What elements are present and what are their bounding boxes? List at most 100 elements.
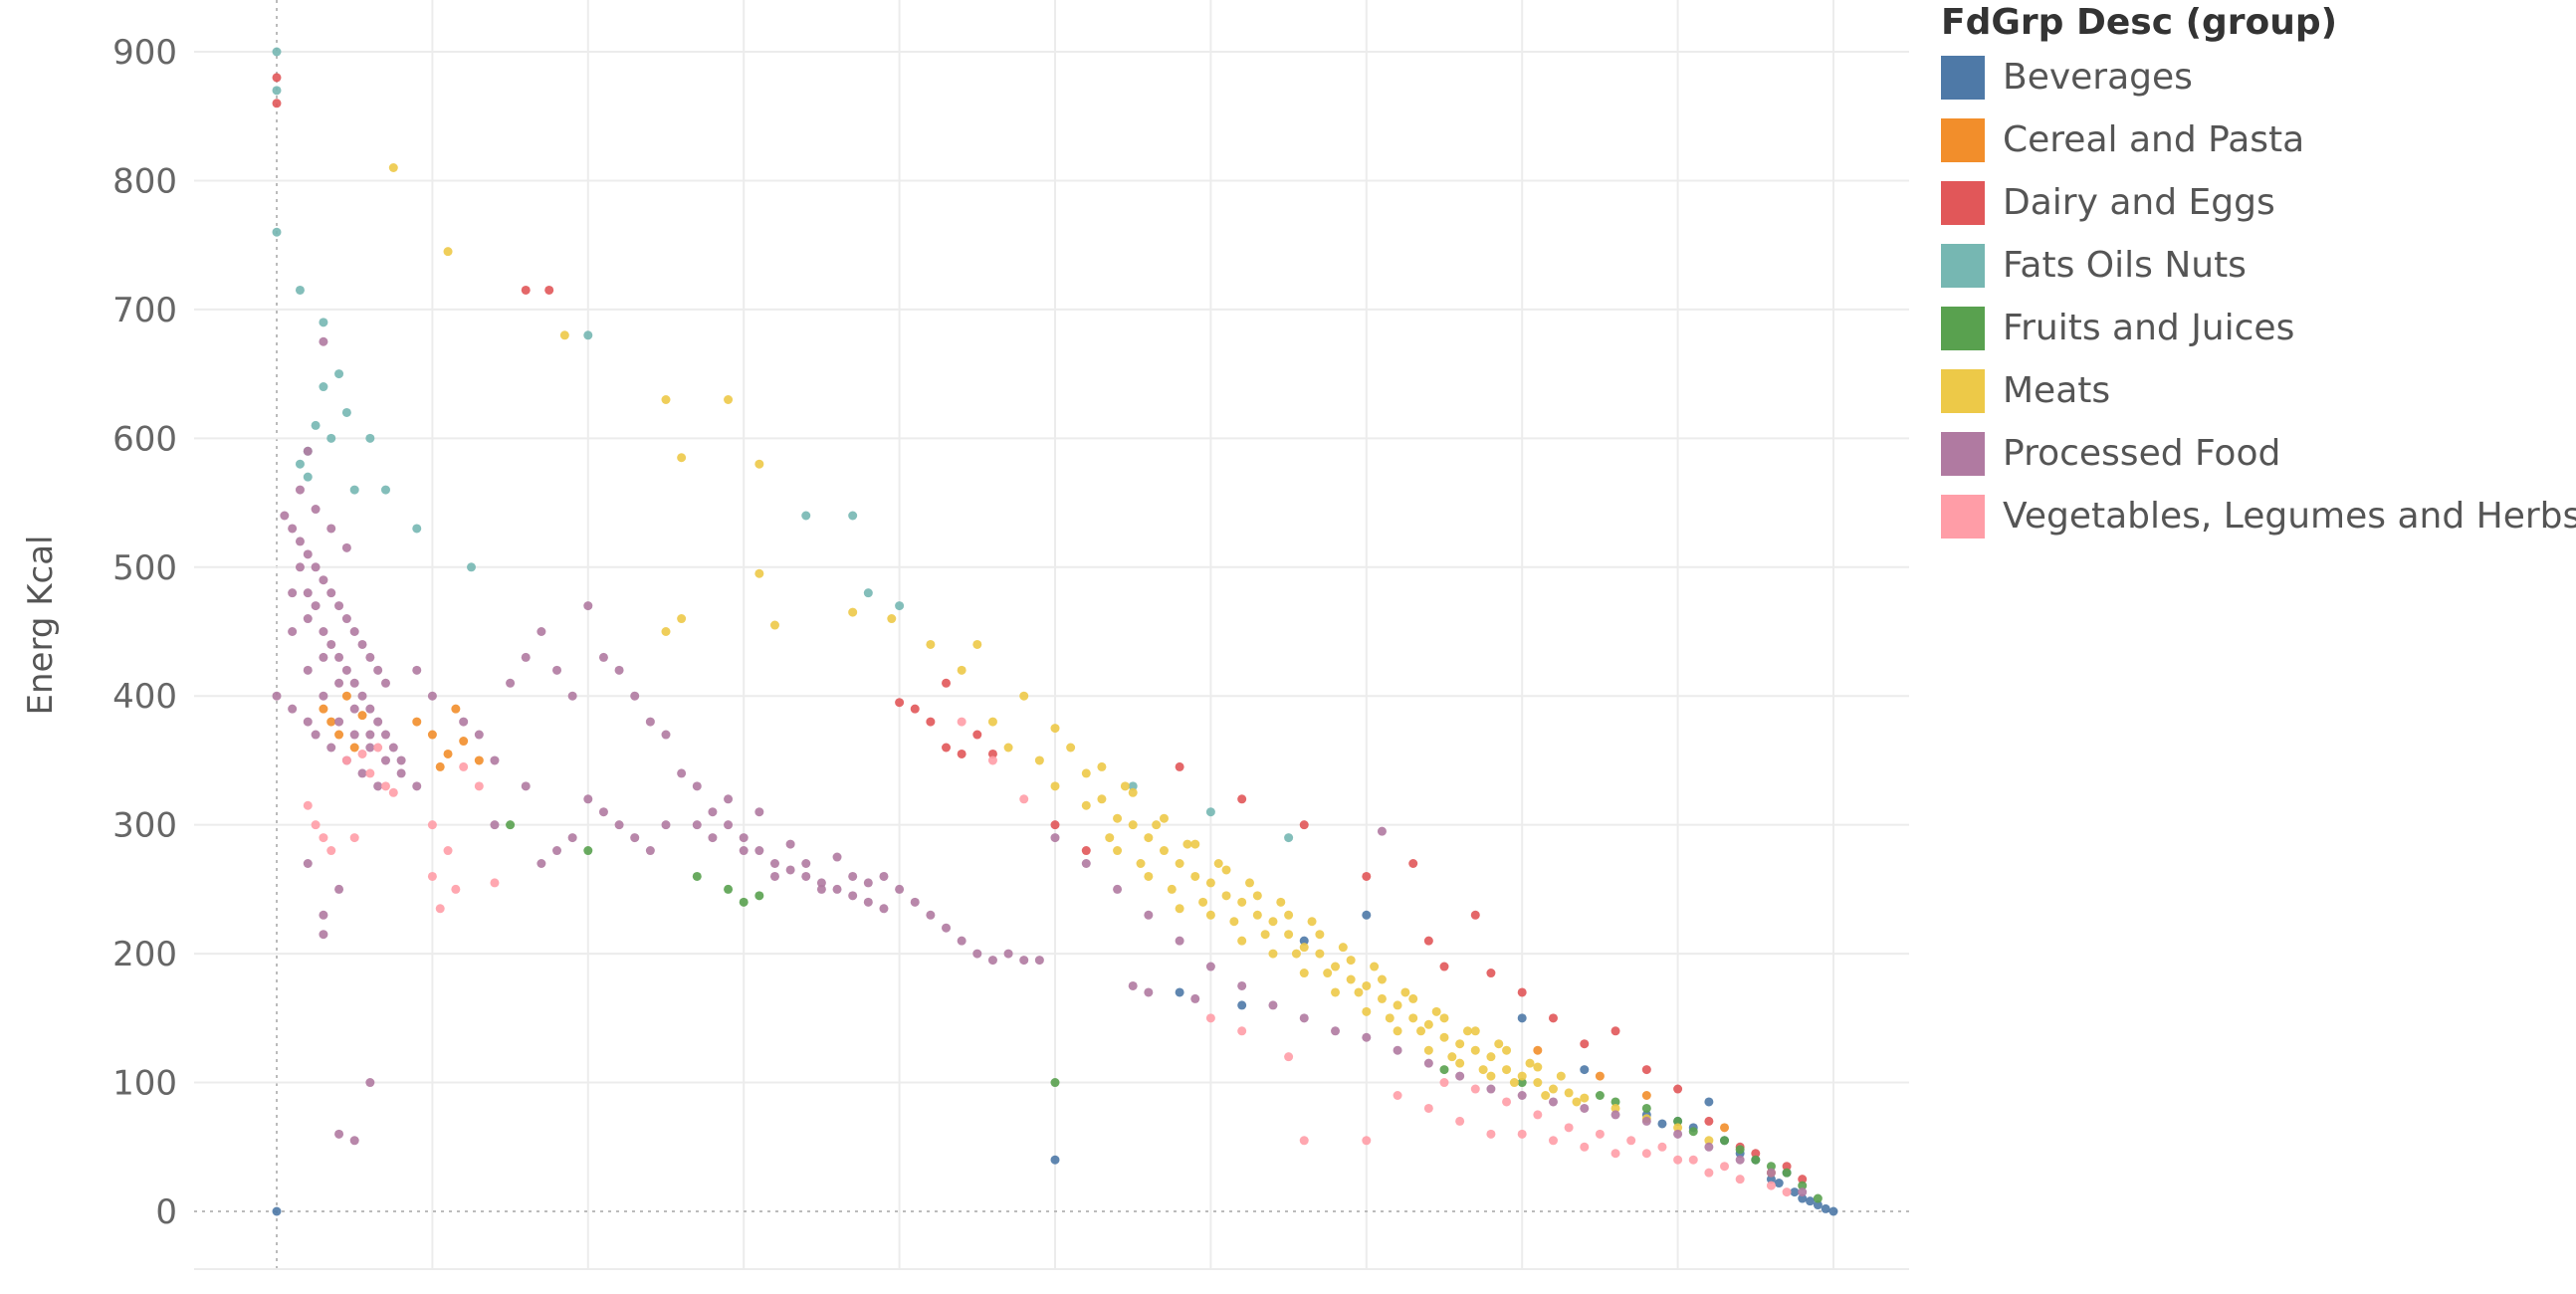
data-point: [311, 730, 321, 740]
data-point: [373, 717, 383, 727]
data-point: [895, 884, 905, 894]
data-point: [311, 420, 321, 430]
data-point: [1641, 1091, 1651, 1100]
data-point: [1798, 1193, 1808, 1203]
data-point: [754, 846, 764, 856]
data-point: [1580, 1039, 1590, 1049]
data-point: [1190, 871, 1200, 881]
data-point: [1774, 1179, 1784, 1188]
legend-item[interactable]: Processed Food: [1941, 422, 2558, 485]
data-point: [303, 588, 313, 598]
legend-item[interactable]: Meats: [1941, 359, 2558, 422]
legend-label: Fruits and Juices: [2003, 308, 2295, 348]
data-point: [1276, 897, 1286, 907]
y-tick-label: 0: [155, 1192, 177, 1232]
data-point: [295, 459, 305, 469]
data-point: [311, 601, 321, 611]
data-point: [801, 859, 811, 868]
y-tick-label: 200: [112, 935, 177, 974]
data-point: [972, 949, 982, 959]
data-point: [1766, 1168, 1776, 1178]
data-point: [1657, 1119, 1667, 1129]
data-point: [1735, 1145, 1745, 1155]
legend-item[interactable]: Fats Oils Nuts: [1941, 234, 2558, 297]
legend-item[interactable]: Vegetables, Legumes and Herbs: [1941, 485, 2576, 547]
data-point: [326, 717, 336, 727]
data-point: [957, 717, 966, 727]
data-point: [319, 833, 328, 843]
data-point: [537, 859, 546, 868]
y-tick-label: 100: [112, 1064, 177, 1104]
legend-item[interactable]: Dairy and Eggs: [1941, 171, 2558, 234]
data-point: [521, 285, 531, 295]
data-point: [357, 691, 367, 701]
data-point: [926, 910, 936, 920]
legend-item[interactable]: Cereal and Pasta: [1941, 108, 2558, 171]
data-point: [1486, 969, 1496, 978]
data-point: [1548, 1084, 1558, 1094]
data-point: [1798, 1175, 1808, 1185]
data-point: [1252, 891, 1262, 901]
data-point: [443, 846, 453, 856]
data-point: [972, 639, 982, 649]
data-point: [926, 717, 936, 727]
data-point: [1533, 1062, 1543, 1072]
data-point: [1050, 724, 1060, 734]
data-point: [303, 614, 313, 624]
data-point: [396, 768, 406, 778]
legend-items: Beverages Cereal and Pasta Dairy and Eggs F…: [1941, 46, 2576, 547]
legend-item[interactable]: Fruits and Juices: [1941, 297, 2558, 359]
data-point: [1152, 820, 1162, 830]
data-point: [357, 639, 367, 649]
legend-item[interactable]: Beverages: [1941, 46, 2558, 108]
data-point: [1455, 1071, 1465, 1081]
data-point: [1050, 833, 1060, 843]
data-point: [832, 884, 842, 894]
legend-swatch: [1941, 368, 1985, 413]
data-point: [1237, 936, 1247, 946]
data-point: [942, 743, 952, 753]
data-point: [1766, 1162, 1776, 1172]
data-point: [1502, 1065, 1512, 1075]
data-point: [1828, 1206, 1838, 1216]
data-point: [630, 833, 640, 843]
data-point: [677, 453, 687, 463]
data-point: [365, 704, 375, 714]
data-point: [544, 285, 554, 295]
data-point: [987, 717, 997, 727]
data-point: [1003, 949, 1013, 959]
data-point: [349, 743, 359, 753]
data-point: [1423, 1045, 1433, 1055]
data-point: [1159, 846, 1169, 856]
data-point: [1470, 1045, 1480, 1055]
data-point: [1221, 891, 1231, 901]
data-point: [1050, 820, 1060, 830]
data-point: [614, 665, 624, 675]
data-point: [1502, 1045, 1512, 1055]
data-point: [1136, 859, 1146, 868]
data-point: [427, 691, 437, 701]
data-point: [1284, 930, 1294, 940]
data-point: [357, 768, 367, 778]
data-point: [1299, 820, 1309, 830]
data-point: [1393, 1026, 1402, 1036]
data-point: [957, 665, 966, 675]
y-axis-title: Energ Kcal: [21, 536, 61, 716]
data-point: [785, 839, 795, 849]
data-point: [1595, 1071, 1605, 1081]
data-point: [1486, 1052, 1496, 1062]
data-point: [380, 755, 390, 765]
data-point: [1315, 949, 1325, 959]
data-point: [848, 871, 858, 881]
data-point: [1821, 1203, 1830, 1213]
data-point: [724, 794, 734, 804]
data-point: [1595, 1129, 1605, 1139]
data-point: [1362, 1136, 1372, 1146]
data-point: [1431, 1006, 1441, 1016]
data-point: [785, 865, 795, 875]
data-point: [380, 730, 390, 740]
legend-swatch: [1941, 55, 1985, 100]
data-point: [1213, 859, 1223, 868]
y-tick-label: 900: [112, 33, 177, 73]
data-point: [1766, 1181, 1776, 1190]
